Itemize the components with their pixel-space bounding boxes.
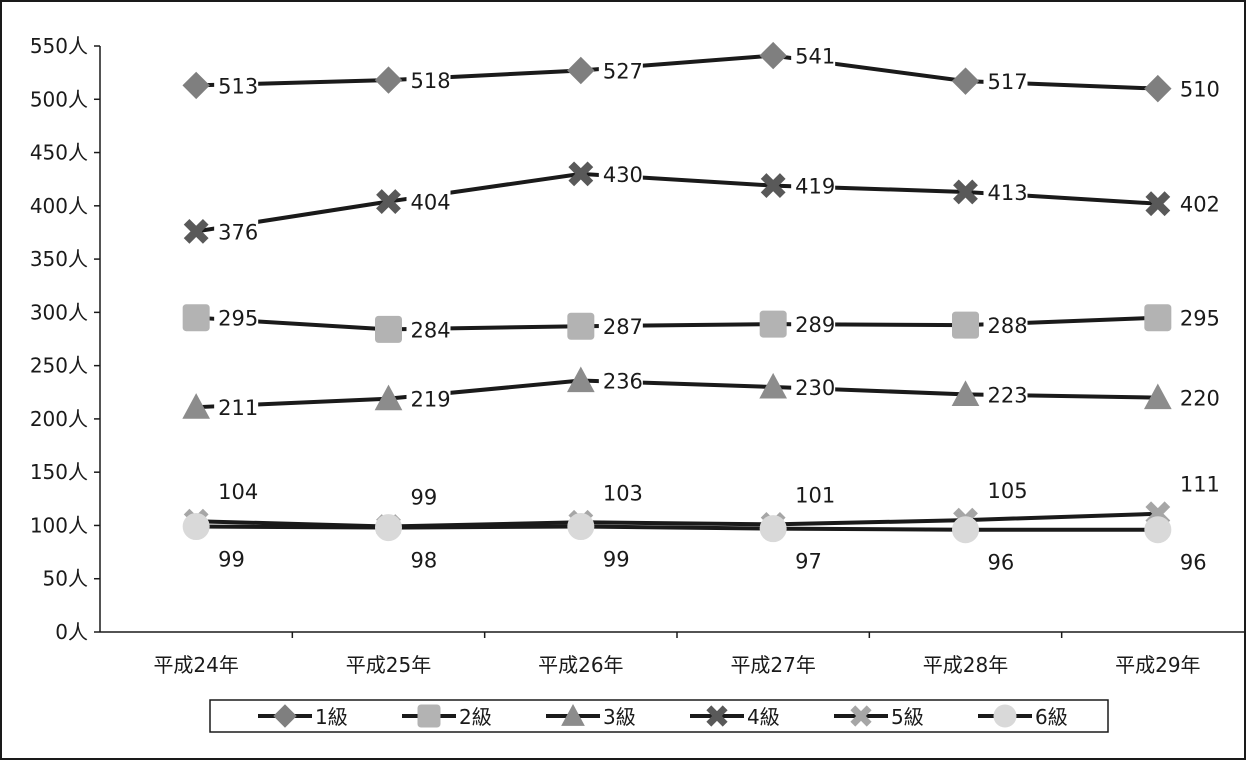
data-point-2級 xyxy=(953,312,979,338)
legend-label: 5級 xyxy=(891,705,924,729)
data-label-3級: 220 xyxy=(1180,387,1220,411)
data-point-6級 xyxy=(568,514,594,540)
data-label-1級: 517 xyxy=(988,70,1028,94)
data-point-2級 xyxy=(376,316,402,342)
data-label-6級: 96 xyxy=(1180,551,1207,575)
data-point-6級 xyxy=(183,514,209,540)
data-label-5級: 103 xyxy=(603,481,643,505)
y-tick-label: 400人 xyxy=(30,194,88,218)
x-tick-label: 平成24年 xyxy=(153,653,238,677)
data-label-1級: 510 xyxy=(1180,78,1220,102)
y-tick-label: 50人 xyxy=(43,567,88,591)
x-tick-label: 平成25年 xyxy=(346,653,431,677)
legend-marker xyxy=(994,705,1016,727)
data-label-3級: 219 xyxy=(411,388,451,412)
data-label-1級: 527 xyxy=(603,60,643,84)
data-label-4級: 419 xyxy=(795,175,835,199)
data-label-1級: 518 xyxy=(411,69,451,93)
legend: 1級 2級 3級 4級 5級 6級 xyxy=(210,700,1108,732)
y-tick-label: 450人 xyxy=(30,141,88,165)
y-tick-label: 350人 xyxy=(30,247,88,271)
data-point-2級 xyxy=(183,305,209,331)
data-point-6級 xyxy=(376,515,402,541)
data-label-5級: 101 xyxy=(795,483,835,507)
data-point-2級 xyxy=(760,311,786,337)
y-tick-label: 550人 xyxy=(30,34,88,58)
legend-label: 4級 xyxy=(747,705,780,729)
data-label-6級: 96 xyxy=(988,551,1015,575)
data-label-4級: 404 xyxy=(411,191,451,215)
y-tick-label: 500人 xyxy=(30,87,88,111)
legend-label: 3級 xyxy=(603,705,636,729)
data-label-4級: 376 xyxy=(218,220,258,244)
y-tick-label: 250人 xyxy=(30,354,88,378)
legend-label: 2級 xyxy=(459,705,492,729)
y-tick-label: 200人 xyxy=(30,407,88,431)
data-point-6級 xyxy=(953,517,979,543)
data-label-6級: 99 xyxy=(603,548,630,572)
data-label-3級: 230 xyxy=(795,376,835,400)
legend-label: 1級 xyxy=(315,705,348,729)
data-label-2級: 295 xyxy=(1180,307,1220,331)
y-tick-label: 300人 xyxy=(30,300,88,324)
data-label-2級: 288 xyxy=(988,314,1028,338)
x-tick-label: 平成28年 xyxy=(923,653,1008,677)
data-label-2級: 295 xyxy=(218,307,258,331)
data-label-5級: 104 xyxy=(218,480,258,504)
data-label-4級: 413 xyxy=(988,181,1028,205)
data-label-5級: 99 xyxy=(411,486,438,510)
data-label-4級: 402 xyxy=(1180,193,1220,217)
data-point-6級 xyxy=(760,516,786,542)
x-tick-label: 平成26年 xyxy=(538,653,623,677)
data-label-5級: 111 xyxy=(1180,473,1220,497)
data-label-2級: 289 xyxy=(795,313,835,337)
data-label-5級: 105 xyxy=(988,479,1028,503)
data-label-3級: 223 xyxy=(988,383,1028,407)
y-tick-label: 100人 xyxy=(30,513,88,537)
data-label-1級: 513 xyxy=(218,74,258,98)
data-label-3級: 236 xyxy=(603,370,643,394)
data-label-6級: 97 xyxy=(795,550,822,574)
data-label-2級: 284 xyxy=(411,318,451,342)
data-label-4級: 430 xyxy=(603,163,643,187)
data-point-2級 xyxy=(1145,305,1171,331)
data-point-6級 xyxy=(1145,517,1171,543)
data-label-2級: 287 xyxy=(603,315,643,339)
data-label-1級: 541 xyxy=(795,45,835,69)
x-tick-label: 平成27年 xyxy=(730,653,815,677)
data-label-3級: 211 xyxy=(218,396,258,420)
x-tick-label: 平成29年 xyxy=(1115,653,1200,677)
y-tick-label: 150人 xyxy=(30,460,88,484)
data-point-2級 xyxy=(568,313,594,339)
y-tick-label: 0人 xyxy=(55,620,88,644)
data-label-6級: 98 xyxy=(411,549,438,573)
legend-marker xyxy=(418,705,440,727)
legend-label: 6級 xyxy=(1035,705,1068,729)
data-label-6級: 99 xyxy=(218,548,245,572)
